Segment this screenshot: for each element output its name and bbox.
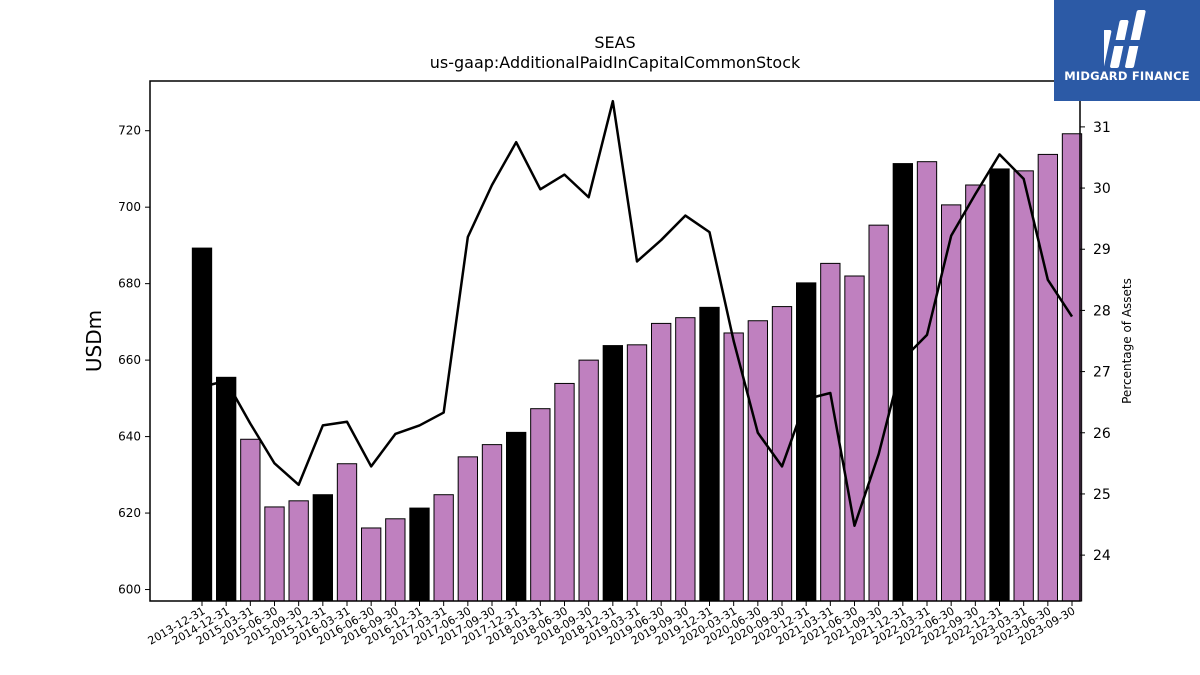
bar (530, 408, 551, 602)
y2-tick-label: 30 (1093, 181, 1111, 197)
bar (1037, 153, 1059, 602)
bar (554, 382, 575, 602)
bar (699, 306, 720, 602)
bar (336, 463, 358, 602)
bar (651, 322, 672, 602)
bar (216, 376, 237, 602)
bar (796, 282, 817, 602)
y2-tick-label: 26 (1093, 426, 1111, 442)
logo-text: MIDGARD FINANCE (1064, 69, 1190, 83)
bar (868, 224, 889, 602)
bar (385, 518, 406, 602)
bar (1061, 133, 1083, 602)
bar (433, 494, 454, 602)
y2-tick-label: 27 (1093, 365, 1111, 381)
bar (312, 494, 334, 602)
series-line (201, 99, 1074, 527)
bars-group (191, 133, 1083, 602)
bar (264, 506, 285, 602)
y2-tick-label: 24 (1093, 548, 1111, 564)
y-tick-label: 620 (118, 506, 141, 520)
y2-tick-label: 29 (1093, 242, 1111, 258)
line-group (201, 99, 1074, 527)
bar (771, 306, 793, 602)
bar (916, 161, 938, 602)
bar (240, 438, 261, 602)
bar (675, 317, 696, 602)
bar (1013, 170, 1034, 602)
y-tick-label: 700 (118, 200, 141, 214)
y-tick-label: 640 (118, 430, 141, 444)
y-tick-label: 600 (118, 583, 141, 597)
bar (506, 431, 527, 602)
chart-title: SEAS (594, 33, 635, 52)
bar (965, 184, 986, 602)
bar (409, 507, 430, 602)
bar (844, 275, 865, 602)
bar (602, 345, 623, 602)
bar (361, 527, 382, 602)
midgard-finance-logo: MIDGARD FINANCE (1054, 0, 1200, 101)
bar (481, 444, 503, 602)
midgard-logo-icon (1104, 10, 1146, 68)
bar (626, 344, 648, 602)
y-axis-label: USDm (82, 310, 106, 372)
axes-group: 6006206406606807007202425262728293031201… (118, 80, 1111, 648)
bar (191, 247, 213, 602)
y2-tick-label: 28 (1093, 303, 1111, 319)
bar (578, 359, 599, 602)
y2-tick-label: 25 (1093, 487, 1111, 503)
bar (457, 456, 479, 602)
chart-subtitle: us-gaap:AdditionalPaidInCapitalCommonSto… (430, 53, 801, 72)
y2-tick-label: 31 (1093, 120, 1111, 136)
y-tick-label: 660 (118, 353, 141, 367)
bar (723, 332, 744, 602)
plot-frame (149, 80, 1081, 602)
y-tick-label: 720 (118, 124, 141, 138)
bar (747, 320, 768, 602)
y-tick-label: 680 (118, 277, 141, 291)
bar (288, 500, 309, 602)
y2-axis-label: Percentage of Assets (1120, 278, 1134, 404)
bar (989, 168, 1010, 602)
